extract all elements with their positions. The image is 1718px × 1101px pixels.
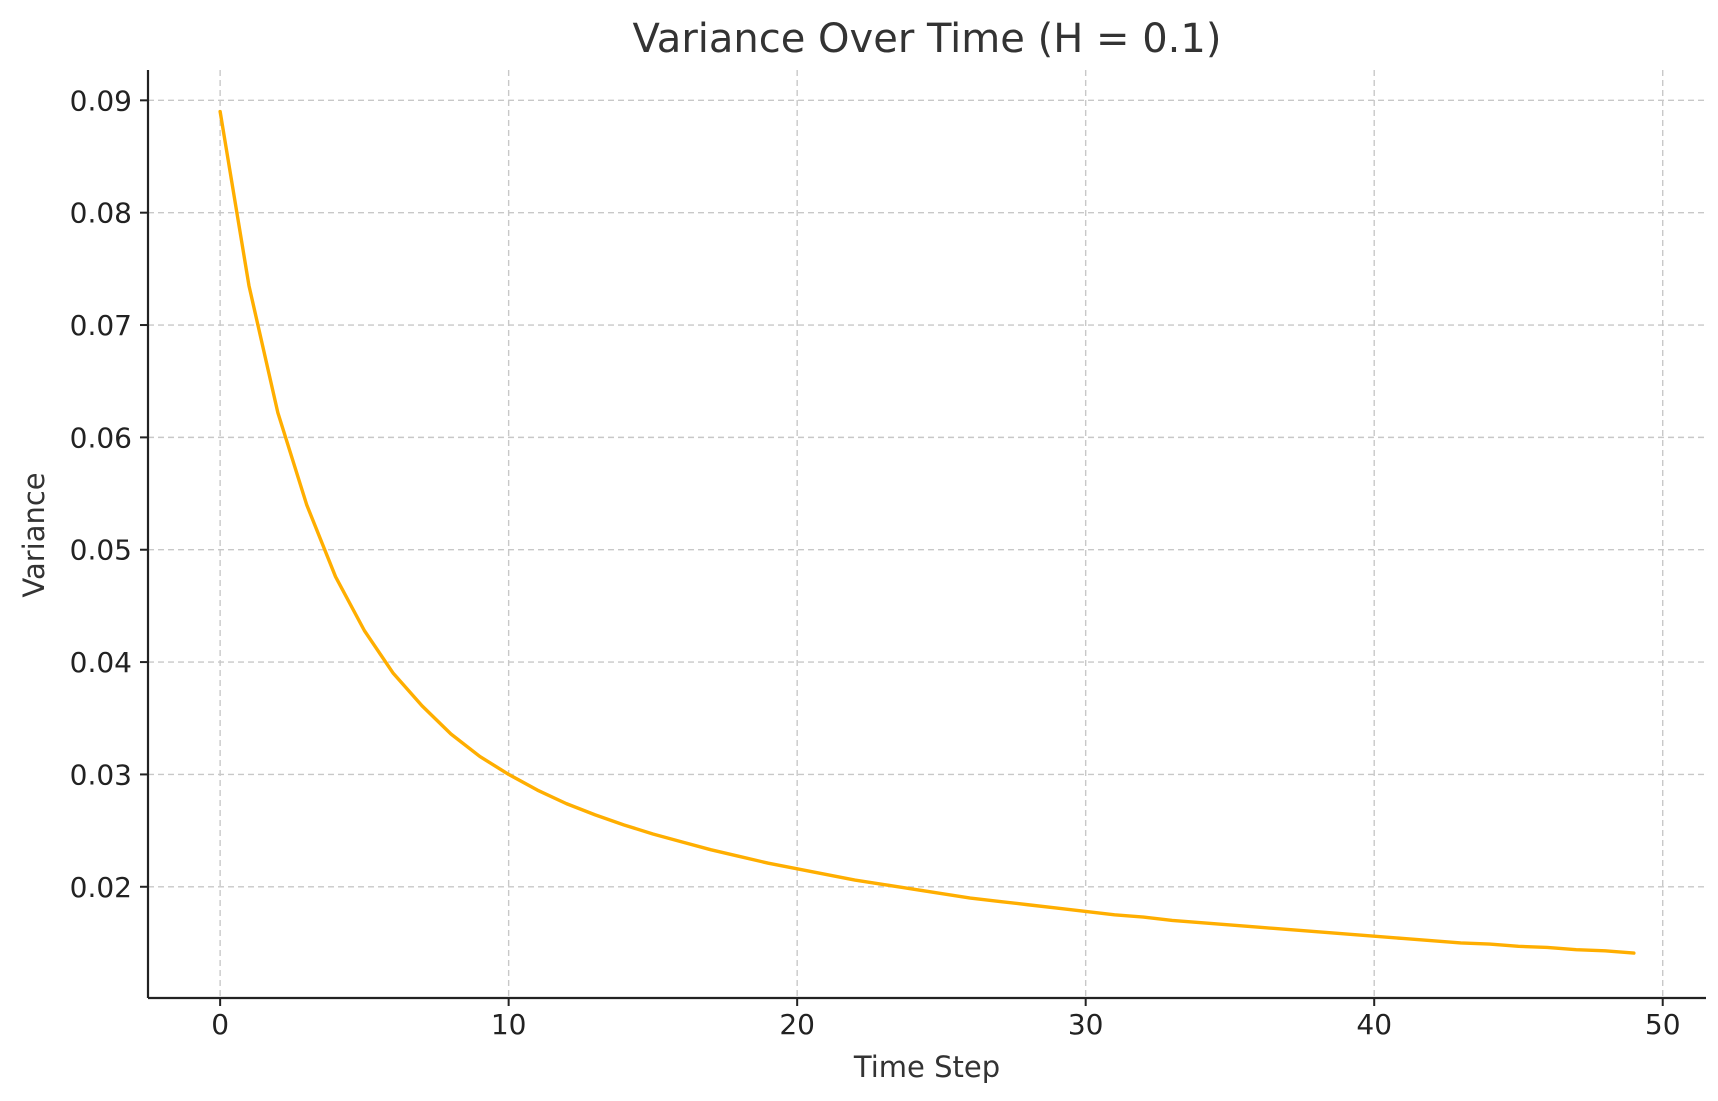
ticks-layer: 0 10 20 30 40 50 0.02 0.03 0.04 0.05 0.06 0.07 0.08 0… bbox=[70, 84, 1681, 1041]
axes-layer bbox=[146, 70, 1706, 1000]
y-tick-label: 0.06 bbox=[70, 421, 132, 454]
series-line-0 bbox=[218, 109, 1636, 955]
y-axis-label: Variance bbox=[17, 472, 51, 597]
y-tick-label: 0.09 bbox=[70, 84, 132, 117]
y-tick-label: 0.04 bbox=[70, 646, 132, 679]
x-axis-label: Time Step bbox=[853, 1050, 1000, 1084]
y-tick-label: 0.08 bbox=[70, 197, 132, 230]
series-layer bbox=[218, 109, 1636, 955]
y-tick-label: 0.05 bbox=[70, 534, 132, 567]
x-tick-label: 50 bbox=[1645, 1008, 1681, 1041]
y-tick-label: 0.03 bbox=[70, 758, 132, 791]
x-tick-label: 20 bbox=[779, 1008, 815, 1041]
x-tick-label: 0 bbox=[211, 1008, 229, 1041]
y-tick-label: 0.02 bbox=[70, 871, 132, 904]
chart-title: Variance Over Time (H = 0.1) bbox=[633, 16, 1222, 62]
y-tick-label: 0.07 bbox=[70, 309, 132, 342]
x-tick-label: 30 bbox=[1068, 1008, 1104, 1041]
grid-layer bbox=[148, 70, 1706, 998]
x-tick-label: 10 bbox=[491, 1008, 527, 1041]
x-tick-label: 40 bbox=[1356, 1008, 1392, 1041]
